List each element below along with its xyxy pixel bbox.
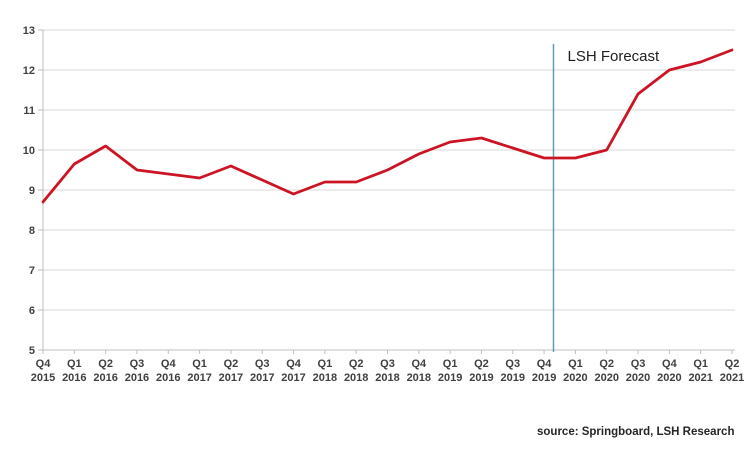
x-axis-label-quarter: Q4 bbox=[161, 358, 177, 370]
x-axis-label-year: 2020 bbox=[626, 372, 650, 384]
x-axis-label-quarter: Q4 bbox=[537, 358, 553, 370]
y-axis-label: 5 bbox=[29, 345, 35, 357]
x-axis-label-year: 2016 bbox=[156, 372, 180, 384]
y-axis-label: 7 bbox=[29, 265, 35, 277]
x-axis-label-year: 2020 bbox=[657, 372, 681, 384]
x-axis-label-quarter: Q1 bbox=[318, 358, 333, 370]
x-axis-label-year: 2017 bbox=[281, 372, 305, 384]
x-axis-label-quarter: Q4 bbox=[411, 358, 427, 370]
x-axis-label-year: 2020 bbox=[594, 372, 618, 384]
x-axis-label-quarter: Q1 bbox=[568, 358, 583, 370]
x-axis-label-year: 2016 bbox=[62, 372, 86, 384]
y-axis-label: 9 bbox=[29, 185, 35, 197]
x-axis-label-quarter: Q2 bbox=[725, 358, 740, 370]
x-axis-label-quarter: Q1 bbox=[443, 358, 458, 370]
x-axis-label-quarter: Q2 bbox=[474, 358, 489, 370]
x-axis-label-quarter: Q3 bbox=[505, 358, 520, 370]
x-axis-label-year: 2017 bbox=[219, 372, 243, 384]
x-axis-label-quarter: Q3 bbox=[130, 358, 145, 370]
x-axis-label-year: 2018 bbox=[375, 372, 399, 384]
x-axis-label-year: 2019 bbox=[501, 372, 525, 384]
forecast-label: LSH Forecast bbox=[567, 48, 660, 65]
axis-labels: 5 6 7 8 9 10 11 12 13 Q4 2015 Q1 2016 Q2 2016 Q3 2016 Q4 2… bbox=[23, 25, 744, 384]
y-axis-label: 6 bbox=[29, 305, 35, 317]
series-line bbox=[41, 48, 734, 204]
x-axis-label-year: 2015 bbox=[31, 372, 55, 384]
x-axis-label-quarter: Q3 bbox=[380, 358, 395, 370]
x-axis-label-quarter: Q1 bbox=[67, 358, 82, 370]
y-axis-label: 12 bbox=[23, 65, 35, 77]
x-axis-label-quarter: Q4 bbox=[662, 358, 678, 370]
x-axis-label-year: 2017 bbox=[187, 372, 211, 384]
x-axis-label-quarter: Q2 bbox=[224, 358, 239, 370]
x-axis-label-year: 2019 bbox=[469, 372, 493, 384]
gridlines bbox=[43, 29, 735, 351]
y-axis-label: 10 bbox=[23, 145, 35, 157]
x-axis-label-quarter: Q4 bbox=[36, 358, 52, 370]
x-axis-label-year: 2020 bbox=[563, 372, 587, 384]
x-axis-label-quarter: Q1 bbox=[693, 358, 708, 370]
x-axis-label-quarter: Q2 bbox=[349, 358, 364, 370]
y-axis-label: 13 bbox=[23, 25, 35, 37]
x-axis-label-year: 2017 bbox=[250, 372, 274, 384]
x-axis-label-year: 2021 bbox=[688, 372, 712, 384]
x-axis-label-quarter: Q1 bbox=[192, 358, 207, 370]
y-axis-label: 11 bbox=[23, 105, 35, 117]
x-axis-label-year: 2016 bbox=[125, 372, 149, 384]
x-axis-label-quarter: Q4 bbox=[286, 358, 302, 370]
x-axis-label-year: 2016 bbox=[93, 372, 117, 384]
x-axis-label-quarter: Q2 bbox=[98, 358, 113, 370]
x-axis-label-year: 2018 bbox=[313, 372, 337, 384]
x-axis-label-quarter: Q3 bbox=[255, 358, 270, 370]
y-axis-label: 8 bbox=[29, 225, 35, 237]
x-axis-label-year: 2018 bbox=[407, 372, 431, 384]
x-axis-label-year: 2018 bbox=[344, 372, 368, 384]
source-caption: source: Springboard, LSH Research bbox=[537, 426, 734, 438]
x-axis-label-year: 2019 bbox=[438, 372, 462, 384]
x-axis-label-quarter: Q3 bbox=[631, 358, 646, 370]
axis-ticks bbox=[38, 29, 733, 354]
axes bbox=[42, 30, 735, 351]
x-axis-label-year: 2021 bbox=[720, 372, 744, 384]
x-axis-label-year: 2019 bbox=[532, 372, 556, 384]
x-axis-label-quarter: Q2 bbox=[599, 358, 614, 370]
